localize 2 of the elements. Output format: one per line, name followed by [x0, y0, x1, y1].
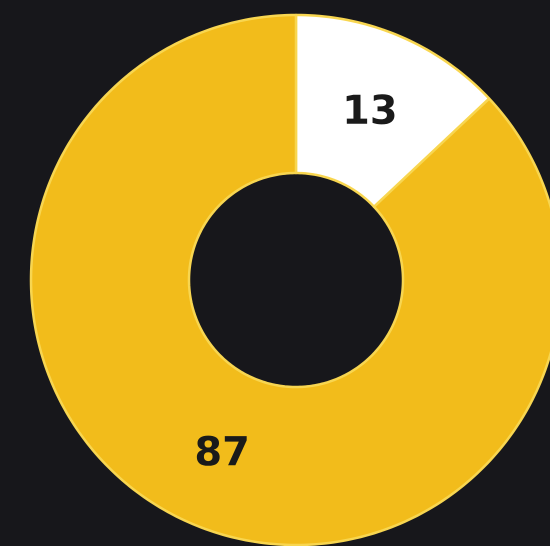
data-label: 13: [346, 94, 394, 124]
data-label: 87: [196, 436, 247, 466]
